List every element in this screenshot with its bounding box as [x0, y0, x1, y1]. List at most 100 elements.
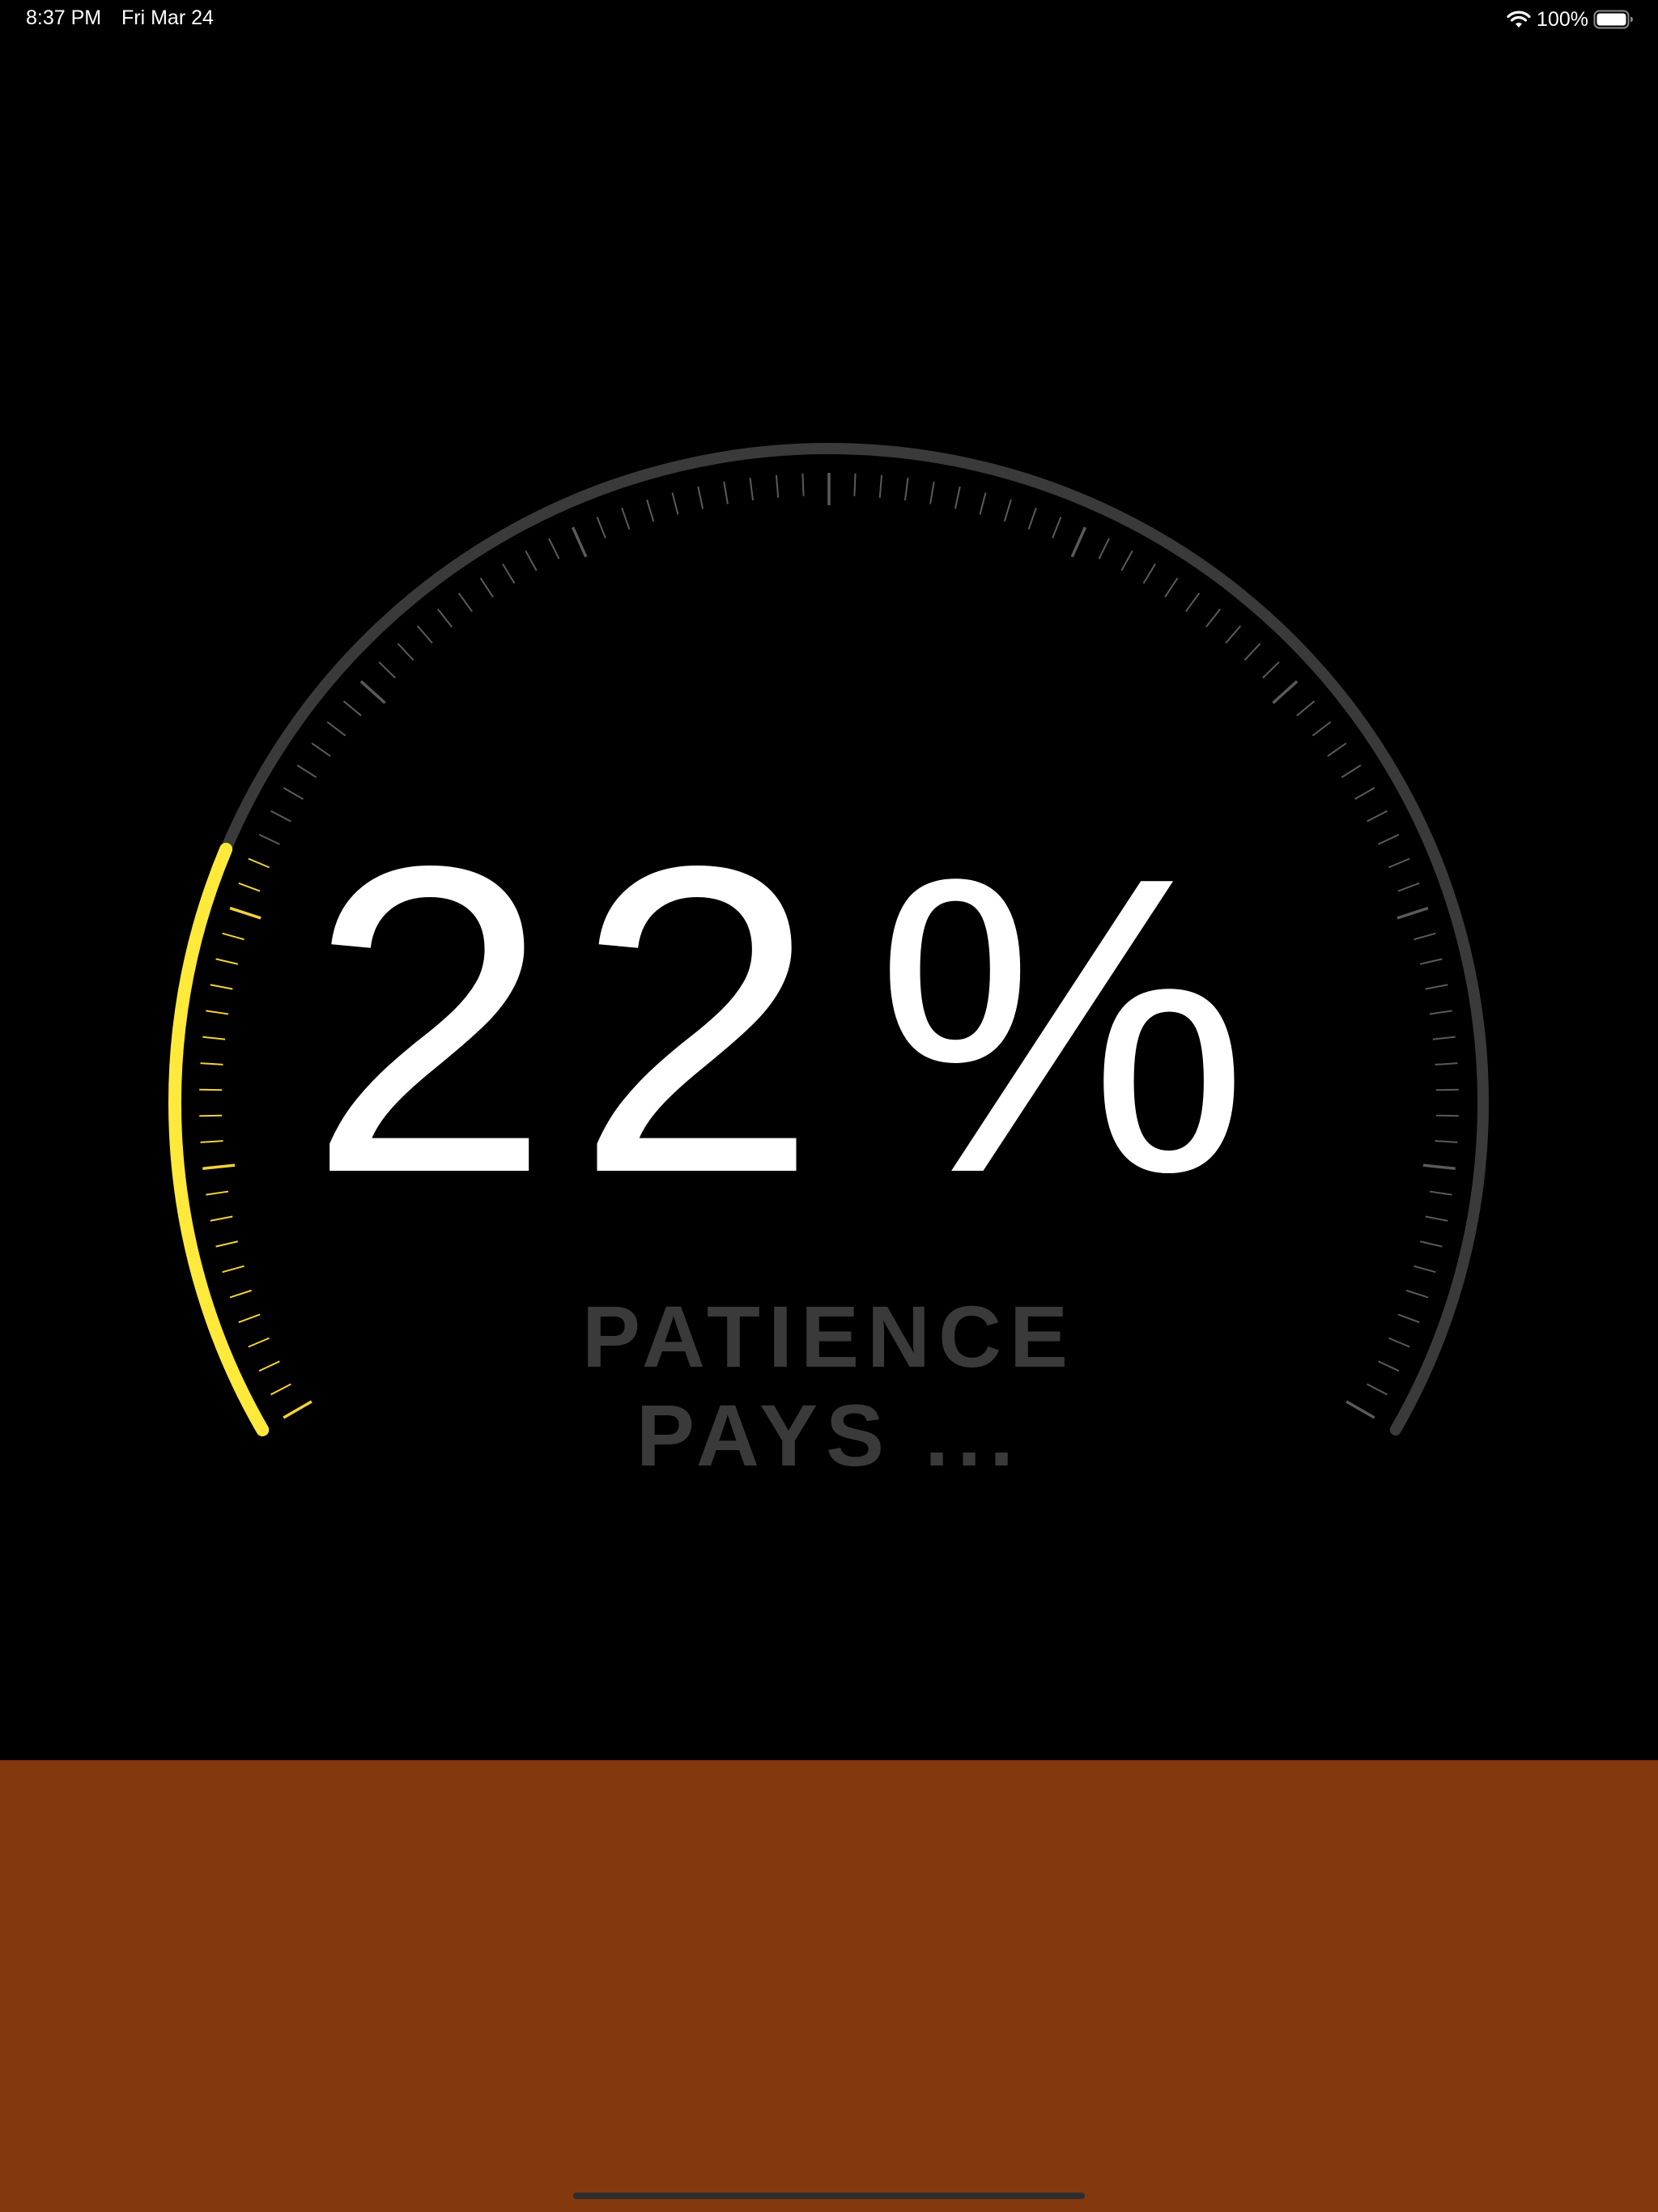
gauge-tick-active [238, 1313, 261, 1324]
gauge-tick [1378, 833, 1400, 845]
gauge-tick [1205, 608, 1222, 627]
gauge-progress-arc [168, 842, 270, 1436]
gauge-tick [1435, 1140, 1458, 1143]
gauge-tick-active [210, 1215, 233, 1222]
gauge-tick-active [202, 1163, 236, 1171]
message-line-2: PAYS ... [636, 1386, 1022, 1484]
home-indicator[interactable] [573, 2193, 1085, 2199]
gauge-tick [853, 473, 857, 496]
gauge-tick [1164, 577, 1179, 598]
gauge-tick [929, 481, 935, 504]
gauge-tick [1185, 592, 1201, 612]
gauge-tick-active [215, 1240, 239, 1248]
gauge-tick [801, 473, 805, 496]
gauge-tick [1414, 1265, 1436, 1274]
gauge-tick-active [222, 1265, 244, 1274]
gauge-tick [1327, 742, 1347, 757]
progress-gauge [168, 443, 1489, 1436]
gauge-tick [525, 550, 538, 572]
gauge-tick [1405, 1289, 1429, 1299]
battery-icon [1593, 10, 1634, 29]
gauge-tick [1367, 1383, 1388, 1396]
gauge-tick [1429, 1010, 1452, 1015]
gauge-tick [1120, 550, 1133, 572]
gauge-tick [646, 499, 655, 522]
gauge-tick [621, 507, 631, 530]
gauge-tick [749, 478, 754, 501]
status-message: PATIENCE PAYS ... [505, 1287, 1153, 1485]
gauge-tick-active [200, 1062, 223, 1066]
gauge-tick-active [270, 1383, 291, 1396]
gauge-tick-active [229, 906, 261, 920]
gauge-tick [1027, 507, 1037, 530]
gauge-tick [904, 478, 909, 501]
gauge-tick [1341, 764, 1362, 778]
gauge-tick [479, 577, 494, 598]
gauge-tick [258, 833, 280, 845]
gauge-ticks [199, 473, 1459, 1419]
gauge-tick [1425, 1215, 1448, 1222]
gauge-tick [1429, 1190, 1452, 1196]
gauge-tick [1142, 564, 1156, 584]
gauge-tick-active [199, 1114, 223, 1117]
gauge-tick-active [248, 857, 270, 869]
gauge-tick-active [210, 984, 233, 990]
status-date: Fri Mar 24 [121, 6, 214, 29]
gauge-tick [378, 661, 396, 678]
gauge-tick [723, 481, 729, 504]
gauge-tick [1397, 1313, 1420, 1324]
gauge-tick [1378, 1360, 1400, 1372]
gauge-tick-active [238, 882, 261, 892]
gauge-tick [397, 643, 414, 661]
gauge-tick [1397, 906, 1429, 920]
gauge-tick [1388, 1337, 1410, 1348]
gauge-tick [548, 538, 560, 559]
gauge-tick [571, 526, 588, 558]
status-time: 8:37 PM [26, 6, 102, 29]
gauge-tick [1432, 1036, 1456, 1040]
wifi-icon [1506, 10, 1532, 29]
gauge-tick [697, 486, 704, 509]
gauge-tick [359, 680, 386, 704]
gauge-tick [1435, 1114, 1459, 1117]
gauge-tick-active [199, 1088, 223, 1091]
gauge-tick [1422, 1163, 1456, 1171]
gauge-tick [502, 564, 516, 584]
gauge-tick-active [202, 1036, 226, 1040]
gauge-tick-active [206, 1010, 229, 1015]
gauge-tick [283, 787, 304, 800]
gauge-tick [311, 742, 331, 757]
progress-value: 22 [308, 776, 843, 1264]
gauge-tick [1262, 661, 1280, 678]
gauge-tick [342, 700, 362, 717]
gauge-tick [671, 492, 679, 515]
gauge-tick [1346, 1400, 1375, 1419]
gauge-tick [416, 625, 433, 644]
gauge-tick [1397, 882, 1420, 892]
gauge-tick [1425, 984, 1448, 990]
gauge-tick [1272, 680, 1299, 704]
gauge-tick [1003, 499, 1012, 522]
gauge-tick [1312, 721, 1332, 737]
gauge-tick [1098, 538, 1110, 559]
gauge-tick [979, 492, 987, 515]
gauge-tick [457, 592, 473, 612]
status-bar: 8:37 PM Fri Mar 24 100% [0, 0, 1658, 40]
gauge-tick [1419, 958, 1443, 965]
status-indicators: 100% [1506, 6, 1634, 33]
battery-percent: 100% [1537, 7, 1588, 31]
gauge-tick [596, 517, 606, 539]
gauge-tick [1435, 1088, 1459, 1091]
gauge-tick-active [258, 1360, 280, 1372]
progress-percent-display: 22% [308, 776, 1360, 1264]
gauge-tick [270, 810, 291, 823]
gauge-tick [1296, 700, 1316, 717]
gauge-tick-active [215, 958, 239, 965]
gauge-tick [954, 486, 961, 509]
gauge-tick-active [222, 932, 244, 941]
gauge-tick [1414, 932, 1436, 941]
gauge-tick [878, 474, 883, 498]
message-line-1: PATIENCE [581, 1287, 1077, 1385]
gauge-tick [296, 764, 317, 778]
bottom-panel [0, 1760, 1658, 2212]
